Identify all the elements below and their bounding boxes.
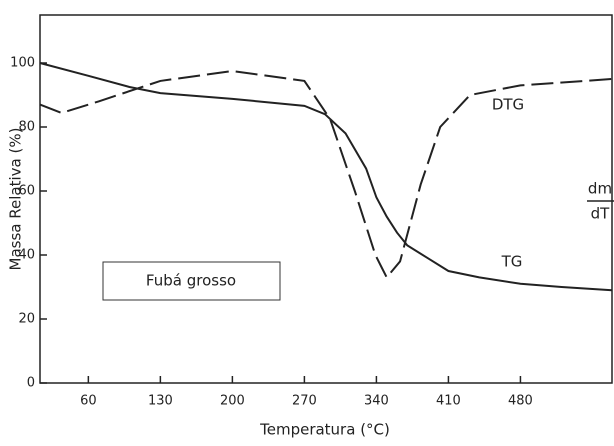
series-label: DTG (492, 96, 524, 114)
series-line (39, 69, 613, 280)
y-tick-label: 60 (18, 184, 35, 199)
series-label: TG (501, 253, 523, 271)
y-tick-label: 80 (18, 120, 35, 135)
box-label: Fubá grosso (146, 272, 236, 290)
x-tick-label: 480 (508, 394, 533, 409)
label-box (102, 261, 281, 301)
series-line (39, 62, 613, 292)
plot-frame (39, 14, 613, 384)
y-tick-label: 20 (18, 312, 35, 327)
y-axis-title: Massa Relativa (%) (7, 128, 25, 271)
x-axis-title: Temperatura (°C) (259, 421, 390, 439)
x-tick-label: 270 (292, 394, 317, 409)
y2-label-numerator: dm (588, 180, 612, 198)
y-tick-label: 100 (10, 56, 35, 71)
y-tick-label: 0 (27, 376, 35, 391)
x-tick-label: 200 (220, 394, 245, 409)
y2-label-denominator: dT (591, 205, 611, 223)
x-tick-label: 130 (148, 394, 173, 409)
x-tick-label: 340 (364, 394, 389, 409)
x-tick-label: 410 (436, 394, 461, 409)
x-tick-label: 60 (80, 394, 97, 409)
y-tick-label: 40 (18, 248, 35, 263)
